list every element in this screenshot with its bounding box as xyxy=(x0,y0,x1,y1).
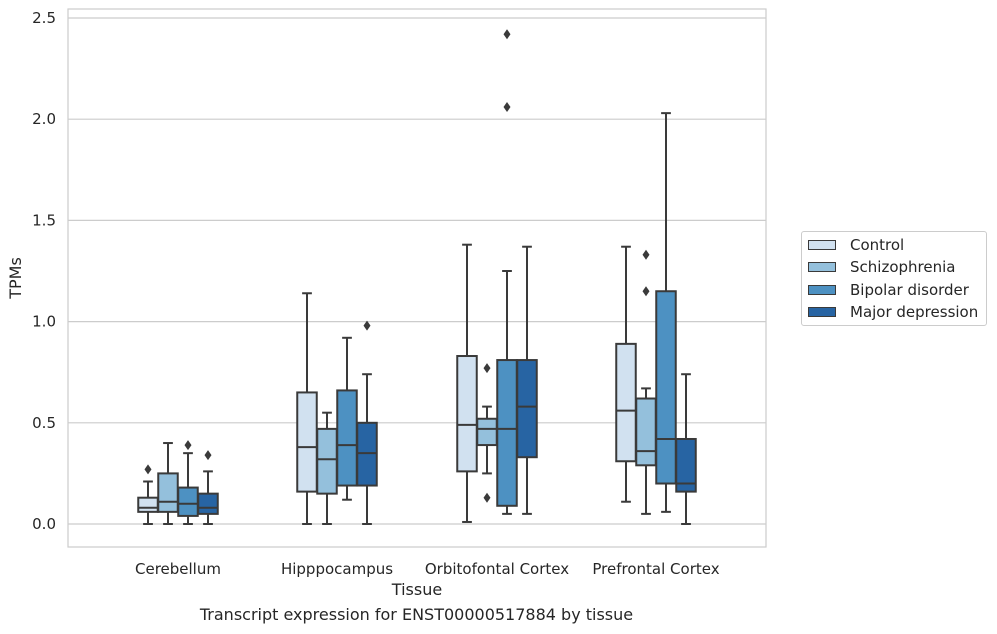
legend-swatch-control xyxy=(808,240,836,250)
box-iqr xyxy=(157,472,179,513)
box-bipolar-disorder xyxy=(177,440,199,525)
legend-item-major-depression: Major depression xyxy=(808,303,978,321)
y-tick-label: 0.0 xyxy=(32,515,56,533)
box-control xyxy=(615,245,637,503)
x-axis-label: Tissue xyxy=(391,580,442,599)
box-major-depression xyxy=(197,450,219,525)
box-iqr xyxy=(615,342,637,463)
box-iqr xyxy=(356,421,378,487)
box-iqr xyxy=(336,389,358,487)
box-iqr xyxy=(675,437,697,493)
box-iqr xyxy=(456,355,478,473)
y-axis-label: TPMs xyxy=(6,257,25,300)
legend-label-bipolar-disorder: Bipolar disorder xyxy=(850,281,969,299)
legend-label-control: Control xyxy=(850,236,905,254)
x-tick-labels: Cerebellum Hipppocampus Orbitofontal Corte… xyxy=(135,560,720,578)
box-bipolar-disorder xyxy=(655,112,677,513)
box-major-depression xyxy=(356,320,378,525)
x-tick-label: Orbitofontal Cortex xyxy=(425,560,569,578)
legend-item-bipolar-disorder: Bipolar disorder xyxy=(808,281,969,299)
box-iqr xyxy=(635,397,657,467)
legend-label-schizophrenia: Schizophrenia xyxy=(850,258,956,276)
y-tick-label: 1.5 xyxy=(32,211,56,229)
box-iqr xyxy=(197,492,219,515)
outlier-point xyxy=(503,102,511,113)
y-tick-label: 1.0 xyxy=(32,313,56,331)
box-iqr xyxy=(655,290,677,485)
box-schizophrenia xyxy=(635,249,657,515)
y-tick-label: 0.5 xyxy=(32,414,56,432)
box-iqr xyxy=(137,496,159,513)
box-iqr xyxy=(496,359,518,507)
legend-label-major-depression: Major depression xyxy=(850,303,979,321)
box-iqr xyxy=(516,359,538,459)
box-schizophrenia xyxy=(316,411,338,525)
outlier-point xyxy=(483,492,491,503)
x-tick-label: Prefrontal Cortex xyxy=(592,560,719,578)
outlier-point xyxy=(184,440,192,451)
figure-caption: Transcript expression for ENST0000051788… xyxy=(199,605,634,624)
y-tick-labels: 0.0 0.5 1.0 1.5 2.0 2.5 xyxy=(32,9,56,533)
x-tick-label: Cerebellum xyxy=(135,560,221,578)
legend-item-schizophrenia: Schizophrenia xyxy=(808,258,955,276)
outlier-point xyxy=(204,450,212,461)
box-control xyxy=(296,292,318,525)
box-iqr xyxy=(296,391,318,493)
y-tick-label: 2.0 xyxy=(32,110,56,128)
box-bipolar-disorder xyxy=(336,336,358,501)
box-iqr xyxy=(316,427,338,495)
box-bipolar-disorder xyxy=(496,29,518,515)
outlier-point xyxy=(642,249,650,260)
outlier-point xyxy=(363,320,371,331)
box-iqr xyxy=(177,486,199,517)
legend: Control Schizophrenia Bipolar disorder M… xyxy=(801,231,987,326)
box-schizophrenia xyxy=(157,442,179,525)
outlier-point xyxy=(642,286,650,297)
gridlines xyxy=(68,17,766,525)
box-major-depression xyxy=(516,245,538,515)
box-major-depression xyxy=(675,373,697,525)
plot-frame xyxy=(67,8,767,548)
box-control xyxy=(456,243,478,523)
x-tick-label: Hipppocampus xyxy=(281,560,393,578)
outlier-point xyxy=(483,363,491,374)
box-plots xyxy=(137,29,697,525)
legend-swatch-major-depression xyxy=(808,307,836,317)
outlier-point xyxy=(144,464,152,475)
box-control xyxy=(137,464,159,525)
legend-swatch-schizophrenia xyxy=(808,262,836,272)
box-schizophrenia xyxy=(476,363,498,503)
box-iqr xyxy=(476,417,498,447)
outlier-point xyxy=(503,29,511,40)
legend-swatch-bipolar-disorder xyxy=(808,285,836,295)
y-tick-label: 2.5 xyxy=(32,9,56,27)
legend-item-control: Control xyxy=(808,236,904,254)
